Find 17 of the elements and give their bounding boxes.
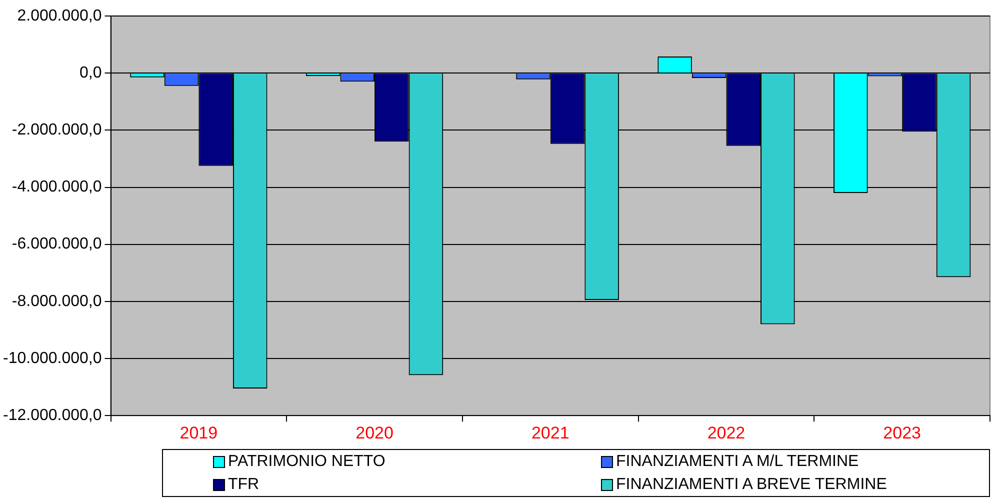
legend-label: FINANZIAMENTI A BREVE TERMINE: [616, 474, 887, 495]
x-tick-label: 2019: [180, 423, 218, 442]
y-tick-label: -4.000.000,0: [12, 178, 102, 196]
y-tick-label: -2.000.000,0: [12, 122, 102, 139]
y-tick-label: -8.000.000,0: [12, 292, 102, 310]
y-tick-label: -6.000.000,0: [12, 236, 102, 253]
y-tick-label: 2.000.000,0: [17, 7, 102, 24]
x-tick-label: 2023: [883, 423, 921, 442]
x-tick-label: 2020: [356, 423, 394, 442]
x-tick-label: 2022: [707, 423, 746, 442]
legend-label: TFR: [228, 474, 260, 495]
y-tick-label: -12.000.000,0: [3, 407, 102, 424]
legend-label: FINANZIAMENTI A M/L TERMINE: [616, 452, 859, 472]
y-tick-label: 0,0: [80, 64, 102, 82]
x-tick-label: 2021: [531, 423, 570, 442]
y-tick-label: -10.000.000,0: [3, 350, 102, 367]
legend-label: PATRIMONIO NETTO: [228, 452, 386, 472]
